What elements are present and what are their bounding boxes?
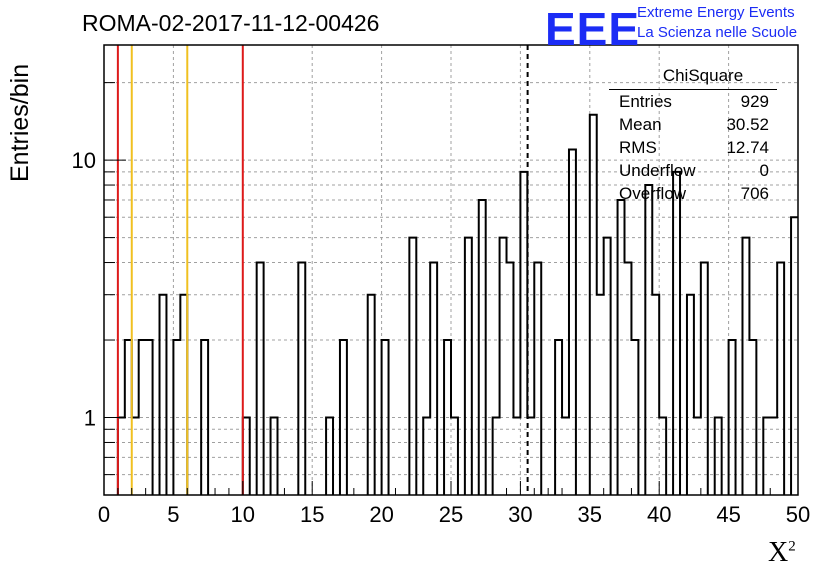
x-tick-label: 25 <box>439 502 463 527</box>
stats-box: ChiSquare Entries 929 Mean 30.52 RMS 12.74 … <box>609 66 777 203</box>
eee-logo: EEE <box>545 3 641 55</box>
x-tick-label: 30 <box>508 502 532 527</box>
histogram-series <box>116 113 798 495</box>
chart-title: ROMA-02-2017-11-12-00426 <box>82 10 380 36</box>
x-tick-label: 50 <box>786 502 810 527</box>
x-tick-label: 0 <box>98 502 110 527</box>
stats-title: ChiSquare <box>662 66 744 85</box>
x-tick-label: 10 <box>231 502 255 527</box>
logo-line-2: La Scienza nelle Scuole <box>637 24 798 41</box>
x-tick-label: 45 <box>716 502 740 527</box>
x-tick-label: 40 <box>647 502 671 527</box>
y-axis-label: Entries/bin <box>6 63 34 182</box>
logo-line-1: Extreme Energy Events <box>637 4 795 21</box>
stats-divider <box>609 89 777 90</box>
x-tick-label: 5 <box>167 502 179 527</box>
x-tick-label: 20 <box>369 502 393 527</box>
x-axis-label: X2 <box>768 537 796 568</box>
y-tick-label: 10 <box>72 148 96 173</box>
x-tick-label: 35 <box>578 502 602 527</box>
y-tick-label: 1 <box>84 406 96 431</box>
x-tick-label: 15 <box>300 502 324 527</box>
